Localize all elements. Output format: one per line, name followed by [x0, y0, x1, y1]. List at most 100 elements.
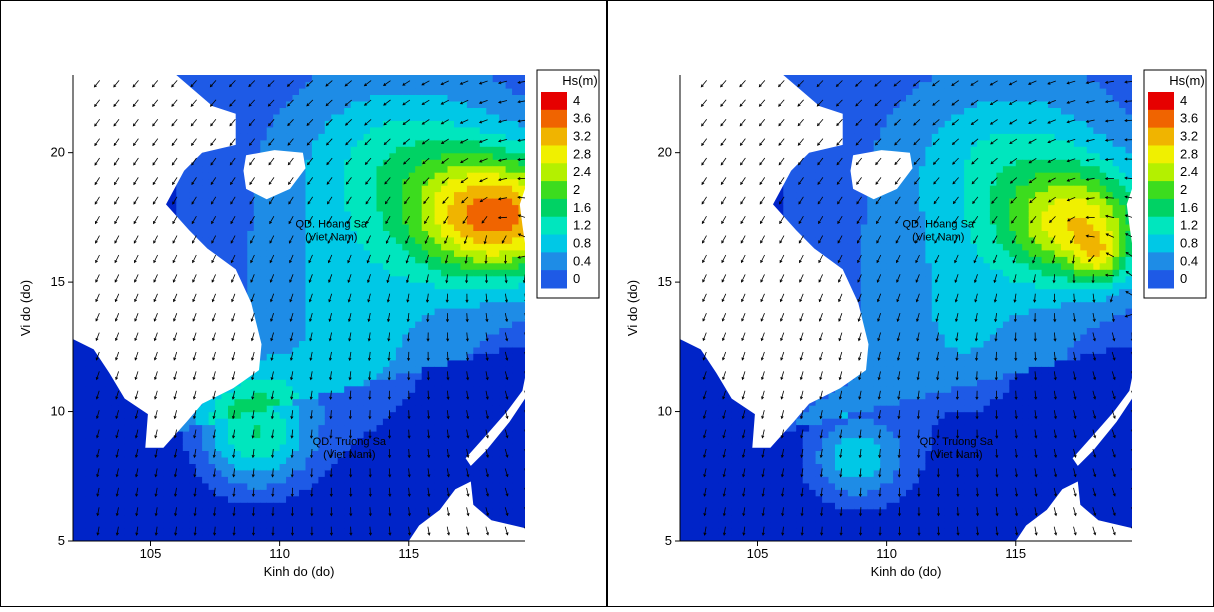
- field-cell: [454, 386, 461, 393]
- field-cell: [506, 327, 513, 334]
- field-cell: [486, 496, 493, 503]
- field-cell: [467, 192, 474, 199]
- field-cell: [86, 483, 93, 490]
- field-cell: [267, 457, 274, 464]
- field-cell: [267, 230, 274, 237]
- field-cell: [293, 114, 300, 121]
- field-cell: [299, 179, 306, 186]
- field-cell: [306, 250, 313, 257]
- field-cell: [286, 379, 293, 386]
- field-cell: [499, 94, 506, 101]
- field-cell: [228, 243, 235, 250]
- field-cell: [138, 425, 145, 432]
- field-cell: [499, 496, 506, 503]
- field-cell: [163, 522, 170, 529]
- field-cell: [351, 470, 358, 477]
- field-cell: [441, 211, 448, 218]
- field-cell: [428, 302, 435, 309]
- field-cell: [351, 321, 358, 328]
- field-cell: [506, 237, 513, 244]
- field-cell: [422, 360, 429, 367]
- field-cell: [215, 159, 222, 166]
- field-cell: [254, 243, 261, 250]
- field-cell: [325, 172, 332, 179]
- field-cell: [344, 515, 351, 522]
- field-cell: [512, 515, 519, 522]
- field-cell: [435, 172, 442, 179]
- field-cell: [506, 463, 513, 470]
- field-cell: [331, 114, 338, 121]
- field-cell: [293, 515, 300, 522]
- field-cell: [280, 405, 287, 412]
- field-cell: [215, 198, 222, 205]
- field-cell: [415, 82, 422, 89]
- field-cell: [377, 250, 384, 257]
- field-cell: [280, 204, 287, 211]
- field-cell: [280, 94, 287, 101]
- field-cell: [448, 483, 455, 490]
- field-cell: [415, 120, 422, 127]
- field-cell: [105, 418, 112, 425]
- field-cell: [189, 172, 196, 179]
- field-cell: [273, 373, 280, 380]
- field-cell: [86, 392, 93, 399]
- field-cell: [448, 360, 455, 367]
- field-cell: [338, 360, 345, 367]
- field-cell: [338, 282, 345, 289]
- field-cell: [241, 444, 248, 451]
- field-cell: [454, 360, 461, 367]
- field-cell: [306, 166, 313, 173]
- field-cell: [196, 509, 203, 516]
- field-cell: [92, 476, 99, 483]
- field-cell: [409, 437, 416, 444]
- field-cell: [241, 418, 248, 425]
- field-cell: [383, 476, 390, 483]
- field-cell: [99, 399, 106, 406]
- field-cell: [196, 185, 203, 192]
- field-cell: [331, 399, 338, 406]
- field-cell: [441, 412, 448, 419]
- field-cell: [506, 120, 513, 127]
- field-cell: [389, 159, 396, 166]
- field-cell: [260, 392, 267, 399]
- field-cell: [402, 107, 409, 114]
- field-cell: [312, 463, 319, 470]
- field-cell: [389, 515, 396, 522]
- field-cell: [260, 412, 267, 419]
- field-cell: [86, 476, 93, 483]
- field-cell: [118, 463, 125, 470]
- field-cell: [512, 211, 519, 218]
- field-cell: [267, 399, 274, 406]
- field-cell: [435, 302, 442, 309]
- field-cell: [389, 88, 396, 95]
- field-cell: [293, 107, 300, 114]
- field-cell: [228, 425, 235, 432]
- field-cell: [299, 321, 306, 328]
- field-cell: [344, 360, 351, 367]
- field-cell: [338, 204, 345, 211]
- field-cell: [415, 204, 422, 211]
- field-cell: [247, 379, 254, 386]
- field-cell: [331, 425, 338, 432]
- field-cell: [370, 515, 377, 522]
- field-cell: [131, 418, 138, 425]
- field-cell: [377, 379, 384, 386]
- field-cell: [105, 483, 112, 490]
- field-cell: [357, 366, 364, 373]
- field-cell: [512, 386, 519, 393]
- field-cell: [222, 437, 229, 444]
- field-cell: [409, 360, 416, 367]
- field-cell: [480, 224, 487, 231]
- field-cell: [415, 211, 422, 218]
- field-cell: [383, 94, 390, 101]
- field-cell: [499, 509, 506, 516]
- field-cell: [318, 509, 325, 516]
- field-cell: [176, 522, 183, 529]
- field-cell: [138, 502, 145, 509]
- field-cell: [215, 412, 222, 419]
- field-cell: [189, 185, 196, 192]
- field-cell: [493, 353, 500, 360]
- field-cell: [105, 496, 112, 503]
- field-cell: [344, 386, 351, 393]
- field-cell: [377, 496, 384, 503]
